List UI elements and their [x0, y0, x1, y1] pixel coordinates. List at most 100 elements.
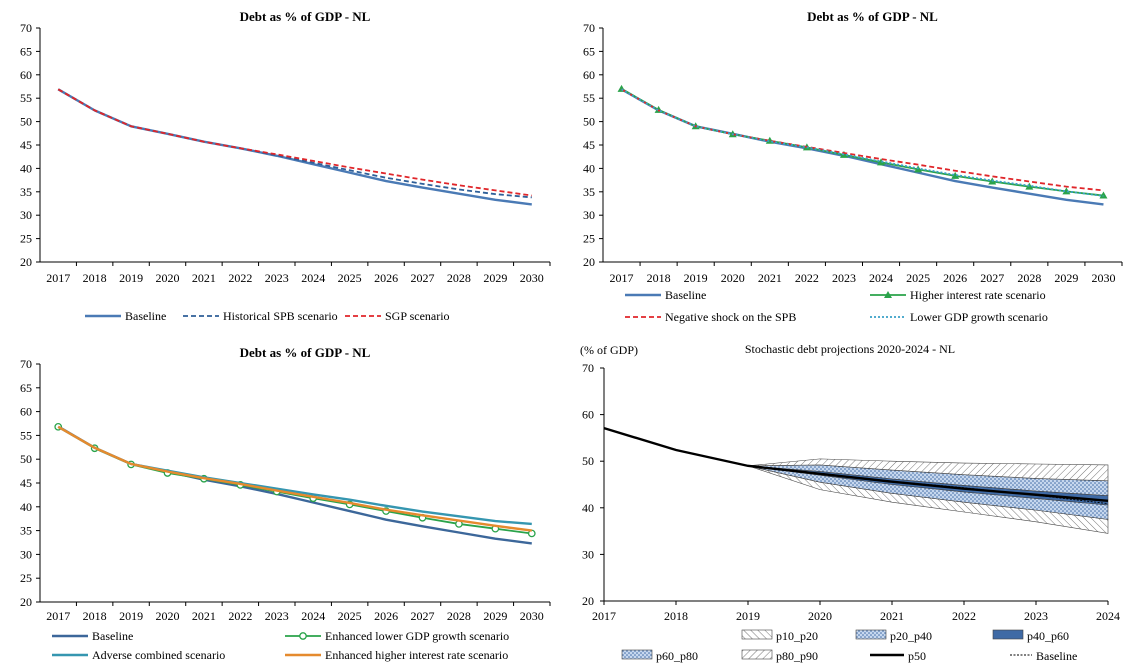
y-tick-label: 50 — [20, 452, 32, 466]
y-tick-label: 55 — [20, 91, 32, 105]
series-line-2 — [57, 425, 532, 526]
legend-label: Enhanced higher interest rate scenario — [325, 648, 508, 662]
legend-label: p20_p40 — [890, 629, 932, 643]
series-point — [1099, 191, 1108, 199]
y-tick-label: 70 — [582, 361, 594, 375]
series-line-2 — [57, 88, 532, 197]
series-point — [951, 171, 960, 179]
x-tick-label: 2020 — [156, 609, 180, 623]
x-tick-label: 2018 — [664, 609, 688, 623]
unit-label: (% of GDP) — [580, 343, 638, 357]
y-tick-label: 55 — [20, 428, 32, 442]
series-line-3 — [621, 88, 1104, 197]
x-tick-label: 2029 — [483, 271, 507, 285]
x-tick-label: 2028 — [447, 609, 471, 623]
y-tick-label: 35 — [583, 185, 595, 199]
x-tick-label: 2027 — [980, 271, 1004, 285]
series-point — [877, 158, 886, 166]
x-tick-label: 2019 — [119, 609, 143, 623]
y-tick-label: 65 — [20, 381, 32, 395]
legend-label: Adverse combined scenario — [92, 648, 225, 662]
y-tick-label: 60 — [583, 68, 595, 82]
legend-label: Higher interest rate scenario — [910, 288, 1046, 302]
y-tick-label: 40 — [20, 161, 32, 175]
x-tick-label: 2030 — [520, 271, 544, 285]
legend-label: SGP scenario — [385, 309, 450, 323]
legend-marker — [299, 632, 307, 640]
x-tick-label: 2018 — [83, 271, 107, 285]
legend-label: Lower GDP growth scenario — [910, 310, 1048, 324]
x-tick-label: 2017 — [610, 271, 634, 285]
x-tick-label: 2026 — [374, 609, 398, 623]
y-tick-label: 30 — [583, 208, 595, 222]
y-tick-label: 70 — [20, 357, 32, 371]
legend-swatch — [621, 649, 653, 660]
chart-top-right: Debt as % of GDP - NL2025303540455055606… — [583, 9, 1123, 324]
y-tick-label: 60 — [20, 68, 32, 82]
x-tick-label: 2017 — [592, 609, 616, 623]
y-tick-label: 35 — [20, 524, 32, 538]
x-tick-label: 2020 — [721, 271, 745, 285]
y-tick-label: 40 — [20, 500, 32, 514]
chart-top-left: Debt as % of GDP - NL2025303540455055606… — [20, 9, 551, 323]
y-tick-label: 25 — [20, 571, 32, 585]
chart-title: Stochastic debt projections 2020-2024 - … — [745, 342, 955, 356]
x-tick-label: 2021 — [880, 609, 904, 623]
legend-label: Baseline — [92, 629, 133, 643]
y-tick-label: 25 — [20, 232, 32, 246]
series-line-1 — [621, 88, 1104, 197]
legend-marker — [884, 291, 892, 298]
x-tick-label: 2030 — [520, 609, 544, 623]
legend-label: p80_p90 — [776, 649, 818, 663]
y-tick-label: 40 — [583, 161, 595, 175]
legend-swatch — [992, 629, 1024, 640]
y-tick-label: 35 — [20, 185, 32, 199]
y-tick-label: 20 — [20, 255, 32, 269]
x-tick-label: 2017 — [46, 271, 70, 285]
y-tick-label: 50 — [583, 115, 595, 129]
legend-label: Enhanced lower GDP growth scenario — [325, 629, 509, 643]
x-tick-label: 2026 — [943, 271, 967, 285]
x-tick-label: 2020 — [808, 609, 832, 623]
x-tick-label: 2027 — [411, 609, 435, 623]
y-tick-label: 20 — [583, 255, 595, 269]
y-tick-label: 20 — [582, 594, 594, 608]
x-tick-label: 2024 — [301, 609, 325, 623]
y-tick-label: 20 — [20, 595, 32, 609]
x-tick-label: 2023 — [265, 609, 289, 623]
legend-label: Negative shock on the SPB — [665, 310, 796, 324]
x-tick-label: 2023 — [265, 271, 289, 285]
y-tick-label: 55 — [583, 91, 595, 105]
series-point — [1025, 182, 1034, 190]
x-tick-label: 2021 — [192, 271, 216, 285]
y-tick-label: 45 — [583, 138, 595, 152]
x-tick-label: 2022 — [228, 271, 252, 285]
x-tick-label: 2030 — [1091, 271, 1115, 285]
chart-title: Debt as % of GDP - NL — [240, 9, 371, 24]
y-tick-label: 40 — [582, 501, 594, 515]
chart-bottom-left: Debt as % of GDP - NL2025303540455055606… — [20, 345, 551, 662]
legend-label: Historical SPB scenario — [223, 309, 338, 323]
x-tick-label: 2021 — [758, 271, 782, 285]
y-tick-label: 60 — [582, 408, 594, 422]
series-point — [1062, 187, 1071, 195]
series-line-0 — [57, 88, 532, 206]
x-tick-label: 2018 — [83, 609, 107, 623]
chart-stochastic: Stochastic debt projections 2020-2024 - … — [580, 342, 1120, 663]
x-tick-label: 2021 — [192, 609, 216, 623]
y-tick-label: 70 — [20, 21, 32, 35]
x-tick-label: 2029 — [483, 609, 507, 623]
legend-label: Baseline — [125, 309, 166, 323]
x-tick-label: 2027 — [411, 271, 435, 285]
legend-label: p10_p20 — [776, 629, 818, 643]
series-line-3 — [57, 425, 532, 532]
x-tick-label: 2019 — [736, 609, 760, 623]
x-tick-label: 2019 — [684, 271, 708, 285]
x-tick-label: 2017 — [46, 609, 70, 623]
y-tick-label: 45 — [20, 138, 32, 152]
legend-swatch — [741, 649, 773, 660]
x-tick-label: 2025 — [338, 609, 362, 623]
x-tick-label: 2023 — [1024, 609, 1048, 623]
